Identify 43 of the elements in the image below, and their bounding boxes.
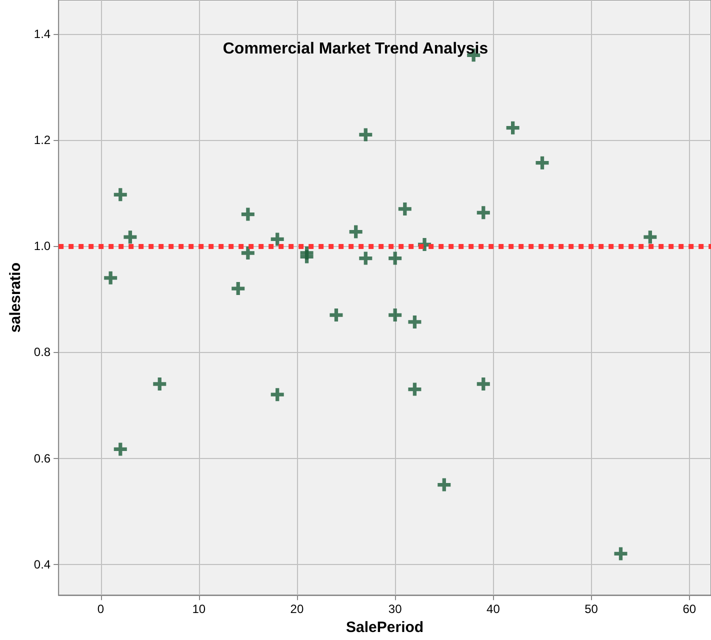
point bbox=[270, 388, 284, 402]
y-tick-label: 0.6 bbox=[34, 451, 51, 466]
point bbox=[388, 308, 402, 322]
y-tick-label: 0.8 bbox=[34, 345, 51, 360]
point bbox=[232, 282, 245, 296]
point bbox=[270, 232, 284, 246]
point bbox=[359, 252, 372, 265]
x-tick-label: 60 bbox=[682, 602, 696, 616]
x-tick-label: 40 bbox=[486, 602, 500, 616]
point bbox=[476, 378, 490, 391]
point bbox=[644, 230, 657, 244]
text: Commercial Market Trend Analysis bbox=[222, 40, 488, 58]
point bbox=[408, 315, 422, 328]
point bbox=[359, 128, 372, 142]
point bbox=[536, 156, 549, 170]
x-tick-label: 20 bbox=[290, 602, 304, 616]
point bbox=[438, 478, 451, 492]
point bbox=[114, 442, 127, 456]
point bbox=[104, 271, 118, 284]
point bbox=[114, 188, 127, 202]
point bbox=[506, 121, 520, 134]
y-tick-label: 0.4 bbox=[34, 557, 51, 572]
point bbox=[241, 246, 254, 260]
point bbox=[330, 308, 343, 322]
point bbox=[300, 250, 314, 264]
point bbox=[153, 378, 166, 391]
point bbox=[124, 230, 137, 244]
point bbox=[241, 208, 254, 221]
x-tick-label: 10 bbox=[192, 602, 206, 616]
point bbox=[476, 206, 490, 220]
point bbox=[408, 382, 422, 396]
x-axis-title: SalePeriod bbox=[346, 619, 424, 636]
point bbox=[614, 547, 628, 560]
y-axis-title: salesratio bbox=[7, 262, 24, 333]
y-tick-label: 1.0 bbox=[34, 239, 51, 254]
point bbox=[398, 202, 412, 216]
x-tick-label: 30 bbox=[388, 602, 402, 616]
point bbox=[388, 252, 402, 265]
x-tick-label: 0 bbox=[97, 602, 104, 616]
y-tick-label: 1.2 bbox=[34, 133, 51, 148]
point bbox=[349, 225, 362, 238]
x-tick-label: 50 bbox=[584, 602, 598, 616]
y-tick-label: 1.4 bbox=[34, 26, 51, 41]
